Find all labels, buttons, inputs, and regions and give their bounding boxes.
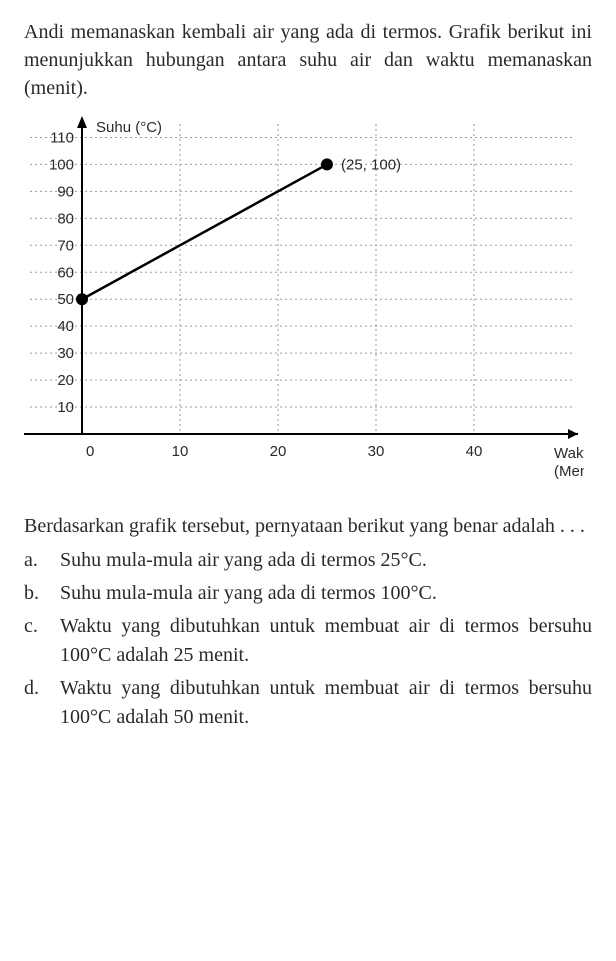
svg-text:80: 80 — [57, 210, 74, 227]
svg-text:70: 70 — [57, 237, 74, 254]
svg-text:90: 90 — [57, 183, 74, 200]
svg-text:(25, 100): (25, 100) — [341, 156, 401, 173]
option-d: d. Waktu yang dibutuhkan untuk membuat a… — [24, 674, 592, 732]
svg-text:20: 20 — [270, 443, 287, 460]
option-b: b. Suhu mula-mula air yang ada di termos… — [24, 579, 592, 608]
line-chart: 10 20 30 40 50 60 70 80 90 100 110 0 10 20 30 40 Suhu (°… — [24, 114, 584, 494]
svg-text:50: 50 — [57, 291, 74, 308]
options-list: a. Suhu mula-mula air yang ada di termos… — [24, 546, 592, 732]
option-c: c. Waktu yang dibutuhkan untuk membuat a… — [24, 612, 592, 670]
option-letter: d. — [24, 674, 60, 732]
option-letter: b. — [24, 579, 60, 608]
option-text: Waktu yang dibutuhkan untuk membuat air … — [60, 612, 592, 670]
question-followup: Berdasarkan grafik tersebut, pernyataan … — [24, 512, 592, 540]
chart-container: 10 20 30 40 50 60 70 80 90 100 110 0 10 20 30 40 Suhu (°… — [24, 114, 584, 494]
svg-text:10: 10 — [57, 399, 74, 416]
svg-text:30: 30 — [57, 345, 74, 362]
svg-text:Suhu (°C): Suhu (°C) — [96, 119, 162, 136]
svg-text:60: 60 — [57, 264, 74, 281]
svg-text:40: 40 — [466, 443, 483, 460]
question-intro: Andi memanaskan kembali air yang ada di … — [24, 18, 592, 102]
svg-text:(Menit): (Menit) — [554, 463, 584, 480]
option-text: Waktu yang dibutuhkan untuk membuat air … — [60, 674, 592, 732]
svg-text:40: 40 — [57, 318, 74, 335]
option-text: Suhu mula-mula air yang ada di termos 25… — [60, 546, 592, 575]
option-letter: c. — [24, 612, 60, 670]
svg-text:30: 30 — [368, 443, 385, 460]
svg-text:100: 100 — [49, 156, 74, 173]
svg-text:Waktu: Waktu — [554, 445, 584, 462]
svg-text:110: 110 — [50, 129, 74, 146]
svg-text:20: 20 — [57, 372, 74, 389]
svg-text:10: 10 — [172, 443, 189, 460]
option-a: a. Suhu mula-mula air yang ada di termos… — [24, 546, 592, 575]
option-text: Suhu mula-mula air yang ada di termos 10… — [60, 579, 592, 608]
svg-text:0: 0 — [86, 443, 94, 460]
option-letter: a. — [24, 546, 60, 575]
